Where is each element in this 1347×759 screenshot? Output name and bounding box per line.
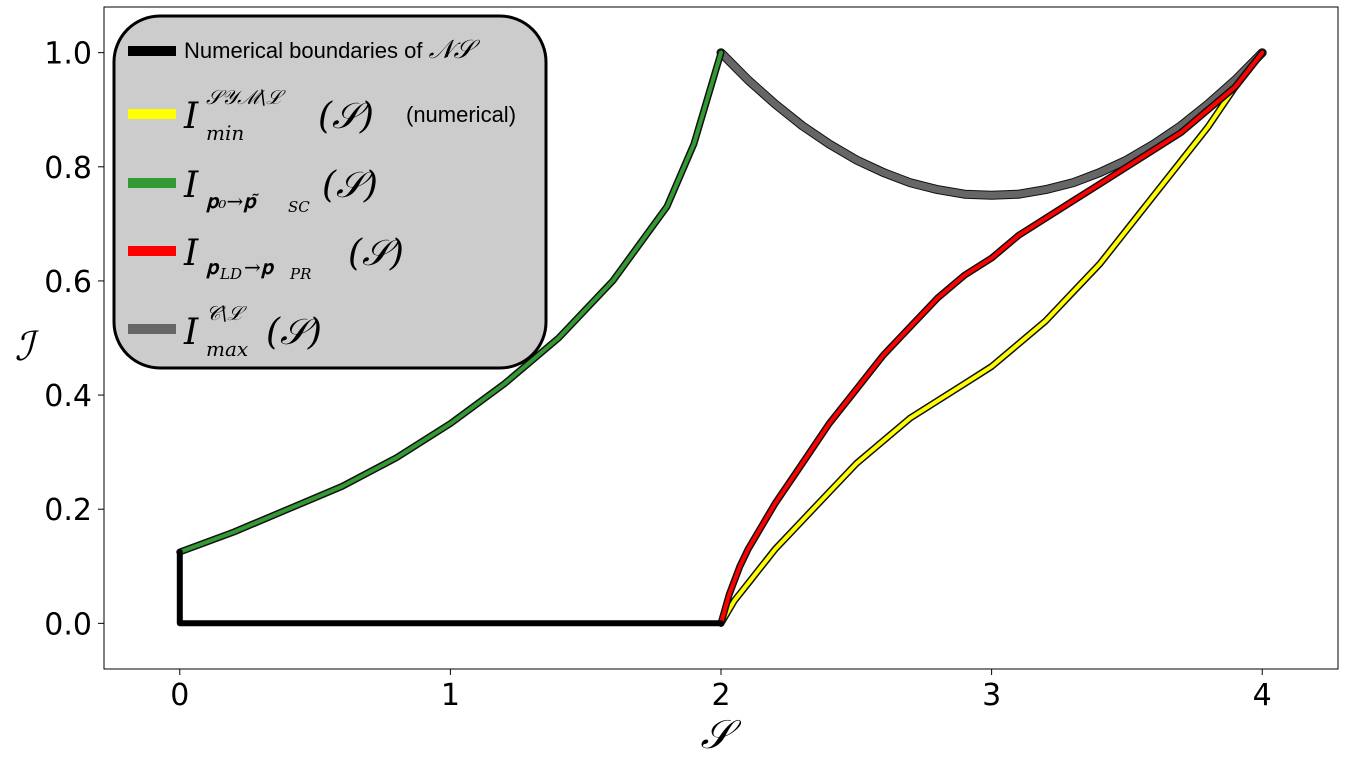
y-tick-label: 0.4 <box>44 379 92 414</box>
series-line-2 <box>177 50 723 554</box>
legend-yellow-base: I <box>183 96 199 137</box>
legend-label-black: Numerical boundaries of 𝒩𝒮 <box>184 35 480 65</box>
x-tick-label: 1 <box>441 678 460 713</box>
legend-red-sub4: PR <box>289 265 311 283</box>
series-line-0 <box>176 549 724 627</box>
y-axis-label: ℐ <box>15 324 40 370</box>
legend-box <box>112 14 548 370</box>
legend-green-base: I <box>183 165 199 206</box>
legend-label-green: I 𝐩₀→𝐩̃ SC (𝒮) <box>183 165 378 216</box>
y-tick-label: 0.8 <box>44 151 92 186</box>
legend-yellow-sup: 𝒮𝒴ℳ\ℒ <box>206 85 286 109</box>
legend-yellow-suffix: (numerical) <box>406 102 516 127</box>
x-tick-label: 4 <box>1253 678 1272 713</box>
series-line-1 <box>719 50 1265 626</box>
legend-label-red: I 𝐩 LD →𝐩 PR (𝒮) <box>183 233 404 283</box>
legend-green-arg: (𝒮) <box>322 165 378 206</box>
legend-label-black-text: Numerical boundaries of <box>184 38 429 63</box>
y-tick-label: 0.6 <box>44 265 92 300</box>
legend-green-sub: 𝐩₀→𝐩̃ <box>206 189 260 213</box>
x-tick-label: 3 <box>982 678 1001 713</box>
y-tick-label: 1.0 <box>44 37 92 72</box>
x-tick-label: 2 <box>711 678 730 713</box>
legend-yellow-arg: (𝒮) <box>318 96 374 137</box>
series-layer <box>176 48 1267 627</box>
x-axis-label: 𝒮 <box>701 712 742 758</box>
series-line-4 <box>717 49 1266 199</box>
legend-label-gray: I 𝒞\ℒ max (𝒮) <box>183 301 322 361</box>
legend-red-sub: 𝐩 <box>206 255 220 279</box>
legend-green-sub2: SC <box>288 198 310 216</box>
legend-label-black-math: 𝒩𝒮 <box>429 35 481 65</box>
legend-yellow-sub: min <box>206 121 244 145</box>
series-outline-3 <box>717 49 1266 627</box>
legend-red-sub2: LD <box>219 265 242 283</box>
legend-red-base: I <box>183 233 199 274</box>
legend: Numerical boundaries of 𝒩𝒮 I 𝒮𝒴ℳ\ℒ min (… <box>112 14 548 370</box>
legend-label-yellow: I 𝒮𝒴ℳ\ℒ min (𝒮) (numerical) <box>183 85 516 145</box>
legend-gray-arg: (𝒮) <box>266 312 322 353</box>
legend-gray-sup: 𝒞\ℒ <box>206 301 247 325</box>
y-tick-label: 0.0 <box>44 607 92 642</box>
x-tick-label: 0 <box>170 678 189 713</box>
ticks-layer: 0 1 2 3 4 0.0 0.2 0.4 0.6 0.8 1.0 <box>44 37 1271 713</box>
y-tick-label: 0.2 <box>44 493 92 528</box>
legend-gray-sub: max <box>206 337 248 361</box>
legend-red-sub3: →𝐩 <box>244 255 275 279</box>
series-outline-1 <box>717 49 1266 627</box>
series-line-3 <box>719 50 1265 626</box>
legend-red-arg: (𝒮) <box>348 233 404 274</box>
legend-gray-base: I <box>183 312 199 353</box>
